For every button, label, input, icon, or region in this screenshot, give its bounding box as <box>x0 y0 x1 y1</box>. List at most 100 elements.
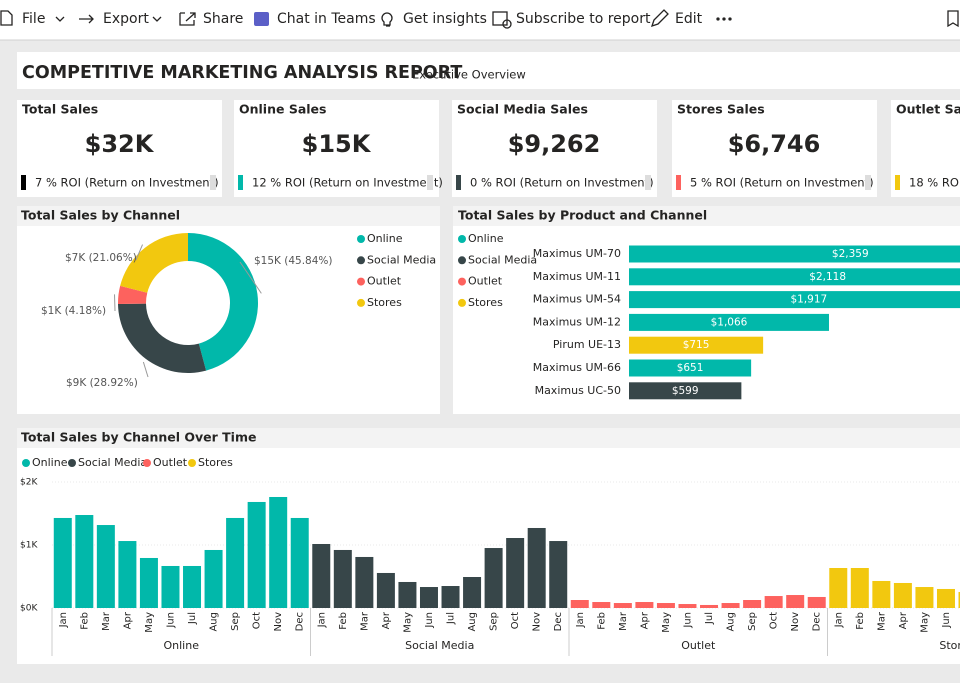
group-label: Outlet <box>681 639 716 652</box>
column <box>377 573 395 608</box>
column <box>161 566 179 608</box>
toolbar-item[interactable]: Export <box>103 11 149 27</box>
column <box>420 587 438 608</box>
x-tick-label: Jan <box>575 612 586 628</box>
report-subtitle: Executive Overview <box>412 68 526 82</box>
column <box>442 586 460 608</box>
column <box>872 581 890 608</box>
x-tick-label: Nov <box>532 612 543 632</box>
x-tick-label: Oct <box>769 612 780 629</box>
legend-label[interactable]: Social Media <box>78 456 147 469</box>
y-tick-label: Maximus UM-54 <box>533 293 621 306</box>
legend-marker <box>357 299 365 307</box>
x-tick-label: May <box>144 612 155 633</box>
x-tick-label: Mar <box>876 611 887 631</box>
x-tick-label: Dec <box>553 612 564 631</box>
column <box>485 548 503 608</box>
roi-end <box>865 175 871 190</box>
legend-label[interactable]: Stores <box>468 296 503 309</box>
x-tick-label: Sep <box>747 612 758 631</box>
x-tick-label: Jun <box>941 612 952 629</box>
x-tick-label: Dec <box>295 612 306 631</box>
x-tick-label: Jan <box>316 612 327 628</box>
column <box>269 497 287 608</box>
column <box>765 596 783 608</box>
legend-marker <box>143 459 151 467</box>
legend-marker <box>458 299 466 307</box>
x-tick-label: Oct <box>252 612 263 629</box>
y-tick-label: Maximus UM-66 <box>533 361 621 374</box>
x-tick-label: Feb <box>79 612 90 630</box>
column <box>334 550 352 608</box>
roi-end <box>210 175 216 190</box>
card-value: $15K <box>302 130 372 158</box>
roi-end <box>645 175 651 190</box>
group-label: Stores <box>939 639 960 652</box>
toolbar-item[interactable]: Share <box>203 11 243 27</box>
legend-label[interactable]: Stores <box>367 296 402 309</box>
x-tick-label: Apr <box>898 611 909 629</box>
toolbar-item[interactable]: Chat in Teams <box>277 11 376 27</box>
legend-label[interactable]: Outlet <box>153 456 188 469</box>
card-title: Online Sales <box>239 102 326 117</box>
legend-label[interactable]: Online <box>367 232 403 245</box>
x-tick-label: Jul <box>704 612 715 625</box>
column <box>937 589 955 608</box>
column <box>614 603 632 608</box>
card-roi: 12 % ROI (Return on Investment) <box>252 176 443 190</box>
legend-marker <box>357 278 365 286</box>
toolbar-item[interactable]: File <box>22 11 45 27</box>
bar <box>629 268 960 285</box>
legend-label[interactable]: Social Media <box>468 253 537 266</box>
column <box>657 603 675 608</box>
card-title: Outlet Sales <box>896 102 960 117</box>
x-tick-label: Dec <box>812 612 823 631</box>
column <box>506 538 524 608</box>
chart-title: Total Sales by Channel Over Time <box>21 430 256 445</box>
legend-marker <box>458 256 466 264</box>
y-tick-label: $2K <box>20 478 38 488</box>
column <box>851 568 869 608</box>
legend-label[interactable]: Online <box>32 456 68 469</box>
legend-label[interactable]: Online <box>468 232 504 245</box>
column <box>571 600 589 608</box>
column <box>248 502 266 608</box>
column <box>829 568 847 608</box>
card-value: $9,262 <box>508 130 601 158</box>
group-label: Online <box>164 639 200 652</box>
column <box>205 550 223 608</box>
y-tick-label: $0K <box>20 604 38 614</box>
card-roi: 18 % ROI (Return on Investment) <box>909 176 960 190</box>
toolbar-item[interactable]: Subscribe to report <box>516 11 651 27</box>
chart-title: Total Sales by Product and Channel <box>458 208 707 223</box>
legend-label[interactable]: Stores <box>198 456 233 469</box>
y-tick-label: Maximus UM-11 <box>533 270 621 283</box>
card-value: $32K <box>85 130 155 158</box>
legend-label[interactable]: Social Media <box>367 253 436 266</box>
legend-marker <box>22 459 30 467</box>
column <box>528 528 546 608</box>
column <box>75 515 93 608</box>
y-tick-label: Maximus UM-12 <box>533 315 621 328</box>
x-tick-label: Apr <box>122 611 133 629</box>
x-tick-label: Mar <box>618 611 629 631</box>
x-tick-label: Apr <box>381 611 392 629</box>
legend-label[interactable]: Outlet <box>468 275 503 288</box>
column <box>291 518 309 608</box>
legend-label[interactable]: Outlet <box>367 275 402 288</box>
x-tick-label: Oct <box>510 612 521 629</box>
roi-indicator <box>676 175 681 190</box>
card-roi: 0 % ROI (Return on Investment) <box>470 176 654 190</box>
legend-marker <box>357 256 365 264</box>
column <box>54 518 72 608</box>
x-tick-label: May <box>661 612 672 633</box>
column <box>549 541 567 608</box>
column <box>894 583 912 608</box>
toolbar-item[interactable]: Get insights <box>403 11 487 27</box>
column <box>140 558 158 608</box>
x-tick-label: Feb <box>596 612 607 630</box>
card-roi: 5 % ROI (Return on Investment) <box>690 176 874 190</box>
toolbar-item[interactable]: Edit <box>675 11 703 27</box>
